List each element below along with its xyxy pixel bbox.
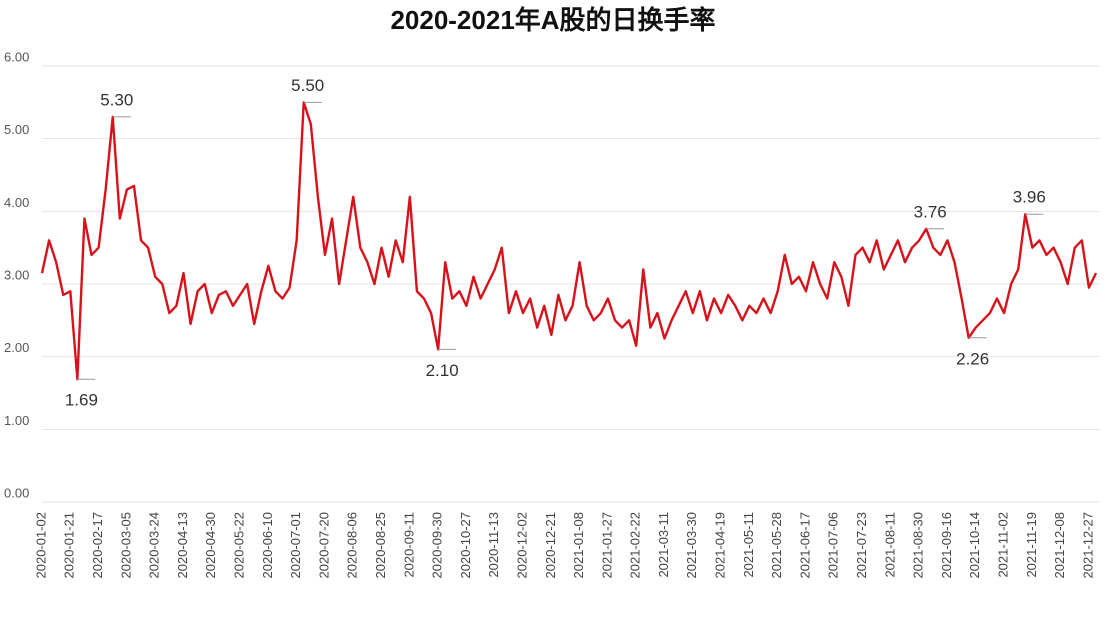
- x-tick-label: 2021-10-14: [967, 512, 982, 579]
- x-tick-label: 2020-04-30: [203, 512, 218, 579]
- x-tick-label: 2020-07-20: [316, 512, 331, 579]
- y-tick-label: 0.00: [4, 485, 29, 500]
- y-tick-label: 6.00: [4, 49, 29, 64]
- y-tick-label: 4.00: [4, 195, 29, 210]
- value-label: 5.50: [291, 76, 324, 95]
- x-tick-label: 2020-03-05: [118, 512, 133, 579]
- value-label: 3.96: [1013, 188, 1046, 207]
- x-tick-label: 2021-04-19: [713, 512, 728, 579]
- x-tick-label: 2021-07-06: [826, 512, 841, 579]
- x-tick-label: 2020-02-17: [90, 512, 105, 579]
- x-tick-label: 2021-02-22: [628, 512, 643, 579]
- value-label: 2.26: [956, 349, 989, 368]
- data-line: [40, 101, 1098, 381]
- x-tick-label: 2020-12-21: [543, 512, 558, 579]
- x-tick-label: 2021-01-27: [599, 512, 614, 579]
- x-tick-label: 2020-01-21: [62, 512, 77, 579]
- x-tick-label: 2021-05-11: [741, 512, 756, 578]
- value-label: 1.69: [65, 391, 98, 410]
- x-tick-label: 2020-06-10: [260, 512, 275, 579]
- x-tick-label: 2021-03-30: [684, 512, 699, 579]
- x-tick-label: 2021-05-28: [769, 512, 784, 579]
- x-tick-label: 2020-08-25: [373, 512, 388, 579]
- x-tick-label: 2021-12-08: [1052, 512, 1067, 579]
- x-tick-label: 2020-07-01: [288, 512, 303, 579]
- value-label: 2.10: [426, 361, 459, 380]
- x-tick-label: 2020-11-13: [486, 512, 501, 578]
- x-tick-label: 2021-11-19: [1024, 512, 1039, 578]
- x-tick-label: 2020-05-22: [232, 512, 247, 579]
- x-tick-label: 2021-03-11: [656, 512, 671, 578]
- x-tick-label: 2020-09-30: [430, 512, 445, 579]
- value-label: 5.30: [100, 90, 133, 109]
- y-tick-label: 1.00: [4, 413, 29, 428]
- x-tick-label: 2020-12-02: [514, 512, 529, 579]
- x-tick-label: 2021-09-16: [939, 512, 954, 579]
- x-tick-label: 2021-08-11: [882, 512, 897, 578]
- x-tick-label: 2020-10-27: [458, 512, 473, 579]
- value-label: 3.76: [914, 202, 947, 221]
- x-tick-label: 2020-08-06: [345, 512, 360, 579]
- x-tick-label: 2021-11-02: [995, 512, 1010, 578]
- chart-title: 2020-2021年A股的日换手率: [390, 5, 715, 35]
- x-tick-label: 2020-09-11: [401, 512, 416, 578]
- x-tick-label: 2021-08-30: [911, 512, 926, 579]
- y-tick-label: 2.00: [4, 340, 29, 355]
- x-tick-label: 2021-06-17: [797, 512, 812, 579]
- y-tick-label: 3.00: [4, 267, 29, 282]
- x-tick-label: 2020-04-13: [175, 512, 190, 579]
- x-tick-label: 2020-03-24: [147, 512, 162, 579]
- x-tick-label: 2020-01-02: [33, 512, 48, 579]
- x-tick-label: 2021-01-08: [571, 512, 586, 579]
- y-tick-label: 5.00: [4, 122, 29, 137]
- x-tick-label: 2021-07-23: [854, 512, 869, 579]
- x-tick-label: 2021-12-27: [1080, 512, 1095, 579]
